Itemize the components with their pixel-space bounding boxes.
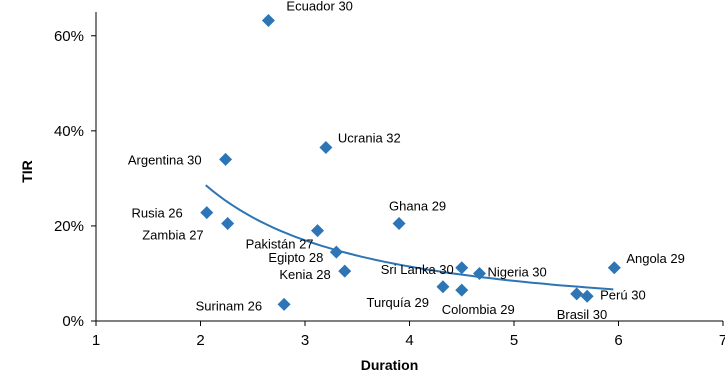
data-point [580,289,594,303]
x-tick-label: 2 [196,332,204,349]
data-label: Turquía 29 [367,295,429,310]
trendline [205,184,614,291]
data-point [221,217,235,231]
data-point [319,140,333,154]
data-point [277,297,291,311]
data-labels: Ecuador 30 Ucrania 32 Argentina 30 Ghana 29… [128,0,685,322]
y-tick-label: 0% [62,313,84,330]
data-label: Nigeria 30 [488,264,547,279]
data-label: Zambia 27 [142,228,203,243]
x-tick-label: 7 [719,332,725,349]
data-label: Colombia 29 [442,302,515,317]
data-point [261,14,275,28]
data-label: Ghana 29 [389,199,446,214]
data-label: Perú 30 [600,287,646,302]
data-label: Ucrania 32 [338,130,401,145]
y-tick-label: 20% [54,218,84,235]
data-point [311,224,325,238]
data-point [200,206,214,220]
data-point [607,261,621,275]
data-label: Ecuador 30 [286,0,353,14]
data-label: Surinam 26 [196,298,262,313]
data-label: Rusia 26 [131,206,182,221]
data-label: Brasil 30 [557,307,608,322]
x-tick-label: 3 [301,332,309,349]
x-tick-label: 1 [92,332,100,349]
data-point [473,266,487,280]
y-axis-title: TIR [19,160,35,183]
y-axis: 0% 20% 40% 60% [54,12,97,330]
x-axis-title: Duration [361,357,419,373]
data-point [219,152,233,166]
data-label: Kenia 28 [279,267,330,282]
data-label: Pakistán 27 [246,237,314,252]
data-point [392,217,406,231]
data-point [436,280,450,294]
data-point [329,245,343,259]
x-tick-label: 5 [510,332,518,349]
data-label: Argentina 30 [128,152,202,167]
data-point [338,264,352,278]
data-point [455,261,469,275]
y-tick-label: 60% [54,28,84,45]
data-point [455,283,469,297]
data-label: Egipto 28 [268,250,323,265]
x-tick-label: 6 [614,332,622,349]
data-label: Angola 29 [626,251,685,266]
data-point [570,287,584,301]
data-label: Sri Lanka 30 [381,262,454,277]
y-tick-label: 40% [54,123,84,140]
x-tick-label: 4 [405,332,413,349]
data-points [200,14,621,311]
x-axis: 1 2 3 4 5 6 7 [92,320,725,349]
